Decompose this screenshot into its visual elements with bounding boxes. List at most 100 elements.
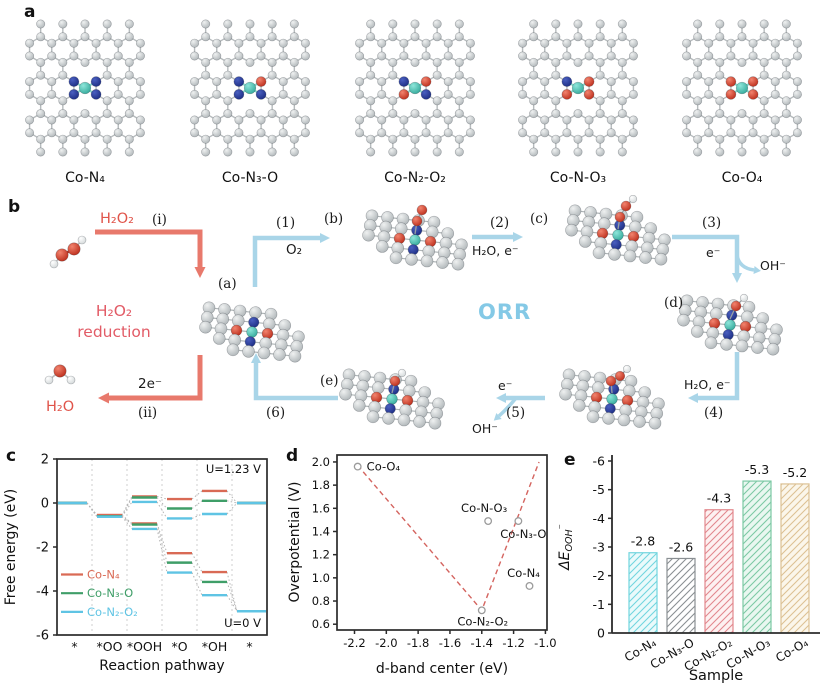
panel-label-e: e [564,450,576,470]
svg-text:-2: -2 [36,541,49,556]
panel-label-c: c [6,446,17,466]
site-b-label: (b) [324,211,344,227]
structure-label: Co-N₂-O₂ [384,170,446,186]
site-e-label: (e) [320,373,339,389]
svg-text:1.0: 1.0 [312,571,330,585]
svg-text:-4: -4 [36,585,49,600]
svg-text:-2.0: -2.0 [375,636,397,650]
h2o2-label: H₂O₂ [100,211,134,227]
svg-text:1.2: 1.2 [312,548,330,562]
overpotential-chart: -2.2 -2.0 -1.8 -1.6 -1.4 -1.2 -1.0 2.0 1.8 1.6 1.4… [287,454,557,677]
svg-text:*OH: *OH [202,639,228,654]
h2o-e-label-4: H₂O, e⁻ [684,377,731,392]
svg-text:2.0: 2.0 [312,455,330,469]
structure-label: Co-N-O₃ [549,170,607,186]
step-3-label: (3) [702,215,722,231]
svg-text:-1: -1 [593,597,605,612]
h2o2-reduction-line2: reduction [77,322,151,341]
h2o-e-label-2: H₂O, e⁻ [472,243,519,258]
lattice-co-n3-o [190,19,310,157]
svg-text:ΔEOOH⁻: ΔEOOH⁻ [557,524,575,571]
svg-text:Co-N-O₃: Co-N-O₃ [461,501,508,515]
svg-text:0.8: 0.8 [312,594,330,608]
panel-label-b: b [8,197,21,217]
svg-text:-6: -6 [593,454,606,469]
svg-text:Co-N₃-O: Co-N₃-O [87,586,133,600]
oh-minus-label-3: OH⁻ [760,258,786,273]
svg-text:1.8: 1.8 [312,478,330,492]
svg-text:Co-N₄: Co-N₄ [507,566,540,580]
svg-text:0: 0 [597,626,605,641]
site-d-label: (d) [664,295,684,311]
o2-label: O₂ [286,242,303,258]
svg-text:*OOH: *OOH [127,639,162,654]
svg-text:Free energy (eV): Free energy (eV) [3,489,19,606]
svg-text:2: 2 [41,453,49,468]
svg-text:-2: -2 [593,568,605,583]
step-5-label: (5) [506,405,526,421]
svg-text:Co-N₂-O₂: Co-N₂-O₂ [457,614,508,628]
h2o-label: H₂O [46,399,75,415]
svg-text:*: * [71,639,77,654]
svg-text:-5.3: -5.3 [745,462,769,477]
svg-text:-1.6: -1.6 [439,636,461,650]
step-6-label: (6) [266,405,286,421]
reaction-cycle-diagram [44,195,783,430]
svg-text:-1.0: -1.0 [534,636,556,650]
site-a-label: (a) [218,276,237,292]
lattice-co-n-o3 [518,19,638,157]
panel-label-a: a [24,2,36,22]
svg-text:-3: -3 [593,540,605,555]
svg-text:-2.8: -2.8 [631,534,655,549]
panel-label-d: d [286,446,299,466]
h2o2-reduction-title: H₂O₂ reduction [55,301,173,343]
svg-text:1.4: 1.4 [312,524,330,538]
svg-text:Overpotential (V): Overpotential (V) [287,482,303,603]
e-minus-label-5: e⁻ [498,378,513,393]
svg-text:-2.2: -2.2 [343,636,365,650]
svg-text:d-band center (eV): d-band center (eV) [376,661,508,677]
svg-text:-1.8: -1.8 [407,636,429,650]
svg-text:Co-N₂-O₂: Co-N₂-O₂ [87,605,138,619]
h2o2-reduction-line1: H₂O₂ [95,302,133,320]
svg-text:Co-O₄: Co-O₄ [367,460,401,474]
svg-text:Co-N-O₃: Co-N-O₃ [724,635,773,671]
svg-text:-6: -6 [36,629,49,644]
step-ii-label: (ii) [138,405,158,421]
site-c-label: (c) [530,211,549,227]
svg-text:Co-N₃-O: Co-N₃-O [500,527,546,541]
structure-label: Co-N₃-O [221,170,279,186]
svg-text:-1.4: -1.4 [471,636,493,650]
svg-text:U=1.23 V: U=1.23 V [206,462,261,476]
svg-text:Co-O₄: Co-O₄ [773,635,810,665]
e-minus-label-3: e⁻ [706,245,721,260]
svg-text:Co-N₄: Co-N₄ [87,568,120,582]
delta-e-ooh-chart: -2.8Co-N₄-2.6Co-N₃-O-4.3Co-N₂-O₂-5.3Co-N… [557,454,820,684]
free-energy-chart: 2 0 -2 -4 -6 * *OO *OOH *O *OH * Reaction pathway Fr… [3,453,268,674]
step-4-label: (4) [704,405,724,421]
step-2-label: (2) [490,215,510,231]
svg-text:-5: -5 [593,482,605,497]
svg-text:1.6: 1.6 [312,501,330,515]
svg-text:*: * [246,639,252,654]
orr-title: ORR [478,300,532,324]
svg-text:-1.2: -1.2 [502,636,524,650]
two-electron-label: 2e⁻ [138,376,163,392]
step-1-label: (1) [276,215,296,231]
svg-text:Sample: Sample [689,668,743,684]
svg-text:-2.6: -2.6 [669,539,693,554]
svg-text:0: 0 [41,497,49,512]
svg-text:Reaction pathway: Reaction pathway [99,658,224,674]
structure-label: Co-O₄ [721,170,763,186]
lattice-co-n2-o2 [355,19,475,157]
svg-text:U=0 V: U=0 V [224,616,261,630]
svg-text:*O: *O [171,639,187,654]
svg-text:0.6: 0.6 [312,617,330,631]
svg-text:-4: -4 [593,511,606,526]
svg-text:*OO: *OO [97,639,123,654]
oh-minus-label-5: OH⁻ [472,421,498,436]
structure-label: Co-N₄ [65,170,105,186]
step-i-label: (i) [152,212,167,228]
lattice-co-o4 [682,19,802,157]
